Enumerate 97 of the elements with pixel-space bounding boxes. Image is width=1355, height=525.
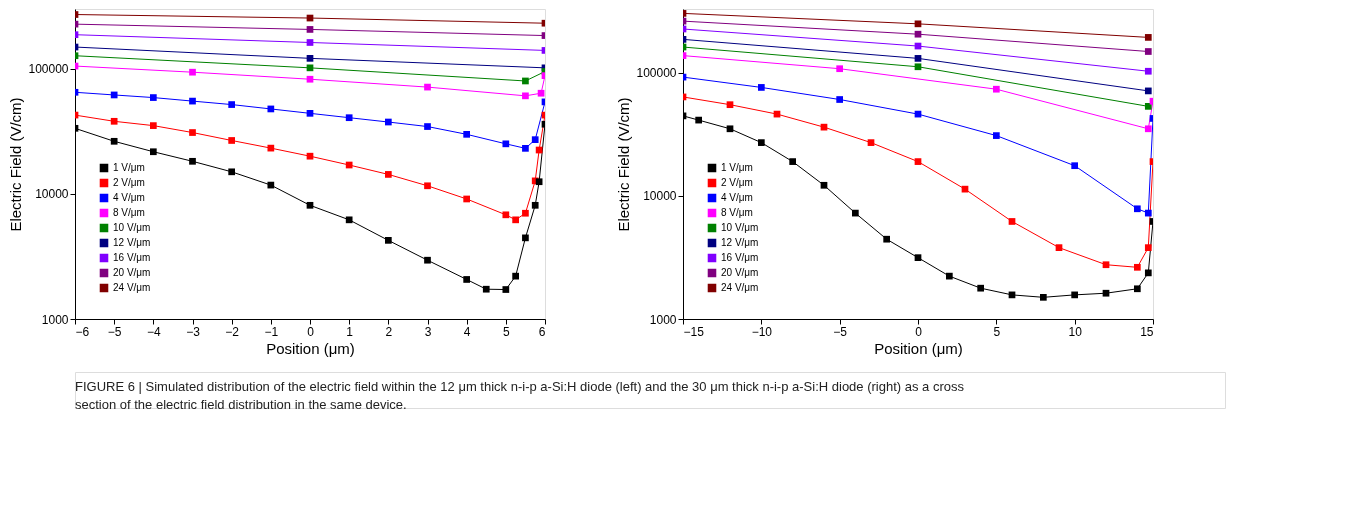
point: [424, 256, 431, 264]
x-tick-label: 1: [346, 324, 354, 339]
legend-label: 20 V/μm: [113, 267, 151, 278]
legend-label: 24 V/μm: [721, 282, 759, 293]
x-tick-label: −1: [264, 324, 279, 339]
legend-label: 4 V/μm: [113, 192, 145, 203]
y-tick-label: 1000: [649, 312, 677, 327]
y-tick-label: 100000: [636, 66, 677, 81]
point: [424, 182, 431, 190]
caption: FIGURE 6 | Simulated distribution of the electric field within the 12 μm thick n-i-p a-Si:H diode (left) and the 30 μm thick n-i-p a-Si:H diode (right) as a cross section of the electric field distribution in the same device.: [75, 379, 965, 412]
point: [535, 178, 543, 186]
point: [522, 92, 529, 100]
legend-label: 12 V/μm: [721, 237, 759, 248]
x-tick-label: 5: [993, 324, 1001, 339]
point: [384, 118, 392, 126]
point: [306, 109, 314, 117]
point: [149, 148, 157, 156]
legend-label: 16 V/μm: [113, 252, 151, 263]
x-tick-label: 3: [424, 324, 432, 339]
point: [512, 272, 519, 280]
point: [267, 144, 275, 152]
legend-label: 2 V/μm: [721, 177, 753, 188]
point: [189, 129, 196, 136]
x-tick-label: 6: [538, 324, 546, 339]
point: [424, 123, 431, 130]
point: [502, 140, 510, 148]
x-tick-label: −5: [107, 324, 122, 339]
y-tick-label: 100000: [28, 62, 69, 77]
legend-label: 24 V/μm: [113, 282, 151, 293]
point: [110, 91, 118, 99]
point: [228, 168, 236, 176]
legend-label: 1 V/μm: [721, 162, 753, 173]
point: [189, 97, 196, 105]
point: [306, 75, 314, 83]
x-tick-label: 10: [1068, 324, 1083, 339]
point: [502, 286, 510, 293]
x-tick-label: 4: [463, 324, 471, 339]
point: [345, 216, 353, 224]
legend-label: 12 V/μm: [113, 237, 151, 248]
point: [110, 117, 118, 125]
x-tick-label: −5: [833, 324, 848, 339]
point: [189, 68, 196, 76]
legend-label: 2 V/μm: [113, 177, 145, 188]
x-tick-label: −15: [683, 324, 705, 339]
point: [502, 211, 510, 219]
point: [228, 137, 236, 144]
y-tick-label: 10000: [35, 187, 69, 202]
x-tick-label: 5: [502, 324, 510, 339]
x-tick-label: 0: [915, 324, 923, 339]
legend-label: 8 V/μm: [721, 207, 753, 218]
x-tick-label: 15: [1140, 324, 1154, 339]
point: [531, 136, 539, 144]
point: [537, 89, 545, 97]
point: [463, 195, 471, 203]
point: [522, 234, 529, 242]
x-tick-label: −3: [186, 324, 201, 339]
legend-label: 4 V/μm: [721, 192, 753, 203]
y-axis-title: Electric Field (V/cm): [615, 97, 633, 232]
point: [522, 145, 529, 152]
legend-label: 10 V/μm: [113, 222, 151, 233]
point: [267, 181, 275, 189]
point: [306, 201, 314, 209]
point: [228, 101, 236, 108]
x-tick-label: −6: [75, 324, 90, 339]
legend-label: 8 V/μm: [113, 207, 145, 218]
point: [267, 105, 275, 113]
point: [345, 161, 353, 169]
legend-label: 16 V/μm: [721, 252, 759, 263]
x-axis-title: Position (μm): [874, 339, 963, 357]
point: [384, 237, 392, 244]
x-tick-label: 0: [307, 324, 315, 339]
point: [306, 152, 314, 160]
point: [149, 94, 157, 101]
x-tick-label: 2: [385, 324, 393, 339]
y-tick-label: 1000: [41, 312, 69, 327]
point: [522, 77, 529, 85]
point: [345, 114, 353, 122]
x-tick-label: −10: [751, 324, 773, 339]
point: [424, 83, 431, 91]
x-axis-title: Position (μm): [266, 339, 355, 357]
y-tick-label: 10000: [643, 189, 677, 204]
point: [482, 285, 490, 293]
y-axis-title: Electric Field (V/cm): [7, 97, 25, 232]
legend-label: 10 V/μm: [721, 222, 759, 233]
x-tick-label: −2: [225, 324, 240, 339]
point: [463, 276, 471, 283]
point: [149, 122, 157, 129]
x-tick-label: −4: [146, 324, 161, 339]
point: [110, 137, 118, 145]
point: [463, 130, 471, 138]
point: [512, 216, 519, 224]
point: [522, 209, 529, 217]
point: [189, 157, 196, 165]
point: [531, 201, 539, 209]
legend-label: 20 V/μm: [721, 267, 759, 278]
legend-label: 1 V/μm: [113, 162, 145, 173]
point: [384, 171, 392, 178]
